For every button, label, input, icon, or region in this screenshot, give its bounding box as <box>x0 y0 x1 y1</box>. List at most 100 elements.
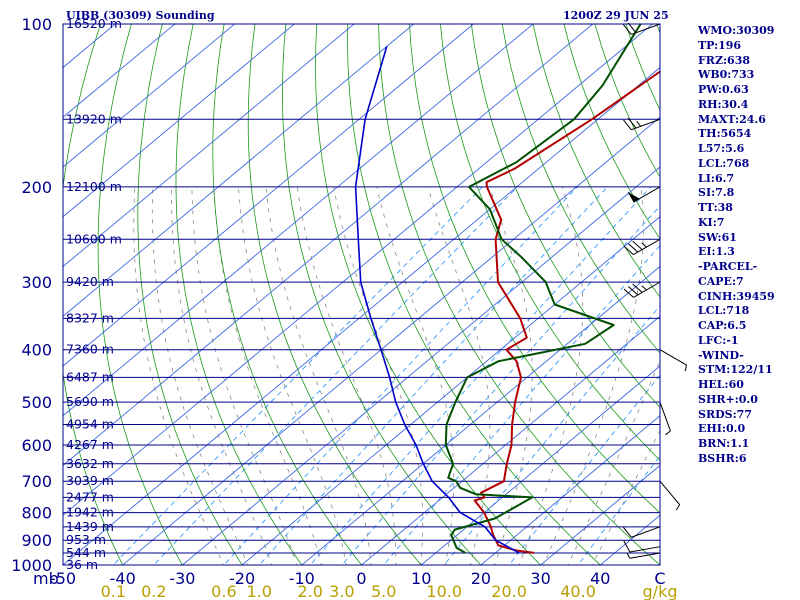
moist-adiabat-line <box>376 186 455 565</box>
temperature-tick-label: 0 <box>356 569 366 588</box>
height-label: 6487 m <box>66 369 114 384</box>
temperature-tick-label: 40 <box>590 569 610 588</box>
temperature-tick-label: 20 <box>471 569 491 588</box>
stat-item: CAPE:7 <box>698 274 744 288</box>
station-title: UIBB (30309) Sounding <box>66 9 215 22</box>
pressure-tick-label: 700 <box>21 472 52 491</box>
wind-barb-staff <box>633 238 661 256</box>
mixing-ratio-line <box>258 186 608 565</box>
stat-item: EHI:0.0 <box>698 422 746 436</box>
wind-barb-staff <box>633 281 661 298</box>
stat-item: WB0:733 <box>698 68 755 82</box>
height-label: 5690 m <box>66 394 114 409</box>
height-label: 9420 m <box>66 274 114 289</box>
parcel-trace <box>354 46 520 554</box>
temperature-tick-label: -20 <box>229 569 255 588</box>
stat-item: EI:1.3 <box>698 245 735 259</box>
wind-barb-flag <box>627 117 637 129</box>
sounding-indices-list: WMO:30309 TP:196 FRZ:638 WB0:733 PW:0.63 RH:3… <box>698 24 775 467</box>
temperature-tick-label: 30 <box>530 569 550 588</box>
dry-adiabat-line <box>247 24 422 565</box>
pressure-tick-label: 600 <box>21 436 52 455</box>
wind-barb-staff <box>629 546 661 553</box>
wind-barb-half-flag <box>684 364 687 372</box>
temperature-tick-label: -30 <box>169 569 195 588</box>
wind-barb-staff <box>659 480 681 505</box>
pressure-axis-labels: 100 200 300 400 500 600 700 800 900 1000 <box>11 15 52 575</box>
wind-barb-half-flag <box>665 430 671 436</box>
mixing-ratio-tick-label: 20.0 <box>491 582 527 600</box>
stat-item: BRN:1.1 <box>698 437 750 450</box>
wind-barb <box>622 526 661 538</box>
dry-adiabat-line <box>440 24 660 461</box>
wind-barb <box>623 540 661 553</box>
wind-barb <box>659 349 687 372</box>
mixing-ratio-tick-label: 0.6 <box>211 582 236 600</box>
height-label: 4954 m <box>66 417 114 432</box>
height-label: 13920 m <box>66 111 122 126</box>
sounding-traces <box>354 24 660 554</box>
dry-adiabat-line <box>378 24 660 565</box>
pressure-tick-label: 400 <box>21 341 52 360</box>
isotherm-line <box>63 24 296 218</box>
height-label: 544 m <box>66 545 106 560</box>
wind-barb-flag <box>623 288 634 298</box>
stat-item: LCL:768 <box>698 156 750 170</box>
isotherm-line <box>420 365 660 565</box>
stat-item: TT:38 <box>698 201 733 214</box>
dry-adiabat-line <box>175 24 303 565</box>
isotherm-line <box>301 265 660 565</box>
isotherm-line <box>181 166 660 565</box>
mixing-ratio-axis-labels: 0.1 0.2 0.6 1.0 2.0 3.0 5.0 10.0 20.0 40.0 g/kg <box>101 582 678 600</box>
dewpoint-trace <box>444 24 642 554</box>
mixing-ratio-tick-label: 2.0 <box>298 582 323 600</box>
moist-adiabat-line <box>133 186 224 565</box>
height-label: 953 m <box>66 532 106 547</box>
wind-barb-pennant <box>627 191 640 203</box>
wind-barb-flag <box>628 243 639 253</box>
height-label: 7360 m <box>66 342 114 357</box>
height-label: 3039 m <box>66 473 114 488</box>
stat-item: SRDS:77 <box>698 407 752 421</box>
wind-barb <box>659 401 671 436</box>
isotherm-line <box>241 216 660 565</box>
height-label: 12100 m <box>66 179 122 194</box>
moist-adiabat-line <box>296 186 397 565</box>
mixing-ratio-line <box>112 186 483 565</box>
isotherm-line <box>63 66 660 565</box>
stat-item: CINH:39459 <box>698 289 775 303</box>
height-label: 1439 m <box>66 519 114 534</box>
wind-barb-flag <box>623 540 631 553</box>
mixing-ratio-tick-label: 0.2 <box>141 582 166 600</box>
pressure-tick-label: 1000 <box>11 556 52 575</box>
wind-barb-staff <box>631 526 661 538</box>
wind-barb-staff <box>631 23 661 35</box>
wind-barb <box>627 186 661 203</box>
dry-adiabat-line <box>282 24 482 565</box>
mixing-ratio-line <box>223 186 578 565</box>
isotherm-line <box>360 315 660 565</box>
stat-item: KI:7 <box>698 215 725 229</box>
dry-adiabat-line <box>137 24 243 565</box>
moist-adiabat-line <box>171 186 273 565</box>
isotherm-line <box>63 24 176 118</box>
stat-item: TH:5654 <box>698 127 752 141</box>
isotherm-line <box>63 24 355 268</box>
pressure-tick-label: 500 <box>21 393 52 412</box>
wind-barb-flag <box>628 286 639 296</box>
mixing-ratio-line <box>341 205 660 565</box>
wind-barb <box>622 117 661 131</box>
stat-item: HEL:60 <box>698 378 744 391</box>
height-label: 10600 m <box>66 231 122 246</box>
wind-barb-flag <box>622 24 632 35</box>
temperature-tick-label: -10 <box>289 569 315 588</box>
wind-barb <box>623 281 661 298</box>
temperature-tick-label: -40 <box>110 569 136 588</box>
wind-barb-half-flag <box>641 242 647 248</box>
wind-barbs <box>622 22 687 559</box>
wind-barb-flag <box>632 240 643 250</box>
wind-barb <box>659 480 681 511</box>
pressure-tick-label: 200 <box>21 178 52 197</box>
